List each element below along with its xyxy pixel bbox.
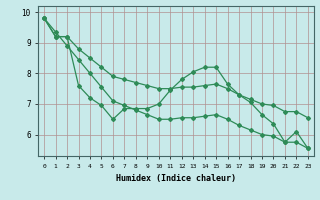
X-axis label: Humidex (Indice chaleur): Humidex (Indice chaleur) xyxy=(116,174,236,183)
